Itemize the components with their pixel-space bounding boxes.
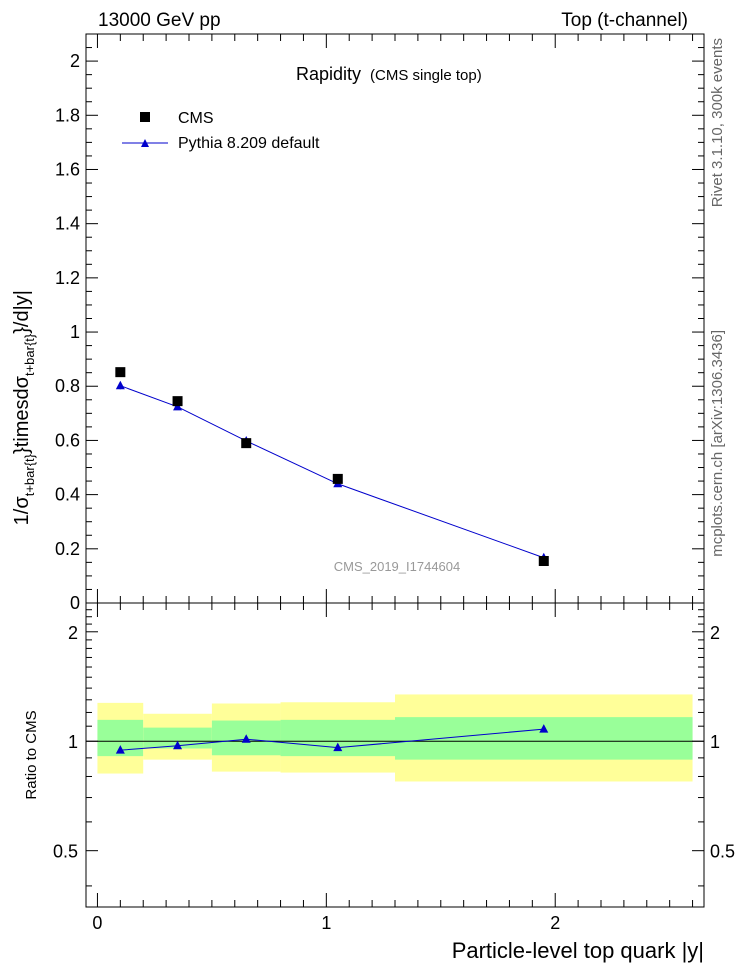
legend: CMS Pythia 8.209 default: [122, 110, 320, 152]
main-series-layer: [115, 367, 549, 567]
ratio-series-layer: [115, 724, 549, 754]
main-y-tick-label: 0.2: [55, 539, 80, 559]
x-tick-label: 1: [321, 913, 331, 933]
cms-point: [241, 438, 252, 449]
rivet-label: Rivet 3.1.10, 300k events: [709, 38, 726, 207]
main-y-tick-label: 2: [70, 51, 80, 71]
cms-point: [115, 367, 126, 378]
legend-cms-label: CMS: [178, 110, 214, 127]
header-left: 13000 GeV pp: [98, 10, 221, 31]
x-tick-label: 0: [92, 913, 102, 933]
ratio-uncertainty-bands: [97, 694, 693, 782]
ratio-axis-ticks: [86, 603, 704, 907]
ratio-y-tick-label-right: 2: [710, 623, 720, 643]
analysis-watermark: CMS_2019_I1744604: [334, 559, 461, 574]
main-y-tick-label: 0.6: [55, 430, 80, 450]
ratio-pythia-point: [173, 740, 183, 750]
ratio-pythia-point: [115, 745, 125, 754]
main-y-tick-label: 1.6: [55, 159, 80, 179]
main-panel: Rapidity (CMS single top) CMS_2019_I1744…: [11, 33, 705, 613]
legend-pythia-marker: [141, 139, 149, 147]
cms-point: [172, 396, 183, 407]
ratio-pythia-point: [539, 724, 549, 733]
pythia-point: [115, 380, 125, 390]
pythia-line: [120, 385, 544, 559]
ratio-pythia-point: [333, 742, 343, 752]
ratio-y-axis-label: Ratio to CMS: [23, 710, 40, 799]
main-y-tick-label: 0.8: [55, 376, 80, 396]
main-y-axis-label: 1/σt+bar{t}}timesdσt+bar{t}}/d|y|: [11, 290, 37, 525]
header-right: Top (t-channel): [561, 10, 688, 31]
main-y-tick-label: 1: [70, 322, 80, 342]
x-axis-label: Particle-level top quark |y|: [452, 938, 704, 963]
main-y-tick-label: 0.4: [55, 485, 80, 505]
ratio-y-tick-labels: 0.5 0.5 1 1 2 2: [53, 623, 735, 862]
main-y-tick-label: 1.2: [55, 268, 80, 288]
ratio-x-tick-labels: 0 1 2: [92, 913, 560, 933]
ratio-pythia-point: [241, 734, 251, 743]
ratio-y-tick-label-right: 0.5: [710, 842, 735, 862]
cms-point: [538, 556, 549, 567]
chart-subtitle: (CMS single top): [370, 67, 482, 84]
ratio-inner-band: [143, 727, 212, 749]
ratio-panel: 0.5 0.5 1 1 2 2 0 1 2 Ratio to CMS Particle-lev…: [23, 602, 735, 963]
mcplots-label: mcplots.cern.ch [arXiv:1306.3436]: [709, 330, 726, 557]
ratio-y-tick-label: 1: [68, 732, 78, 752]
legend-cms-marker: [140, 112, 150, 122]
main-y-tick-labels: 0 0.2 0.4 0.6 0.8 1 1.2 1.4 1.6 1.8 2: [55, 51, 80, 613]
legend-pythia-label: Pythia 8.209 default: [178, 135, 320, 152]
main-y-tick-label: 1.8: [55, 105, 80, 125]
main-axis-ticks: [86, 33, 704, 604]
ratio-frame: [85, 602, 705, 908]
ratio-y-tick-label-right: 1: [710, 732, 720, 752]
ratio-y-tick-label: 0.5: [53, 842, 78, 862]
cms-point: [332, 473, 343, 484]
main-y-tick-label: 1.4: [55, 214, 80, 234]
x-tick-label: 2: [550, 913, 560, 933]
ratio-y-tick-label: 2: [68, 623, 78, 643]
main-y-tick-label: 0: [70, 593, 80, 613]
chart-title: Rapidity: [296, 64, 361, 84]
